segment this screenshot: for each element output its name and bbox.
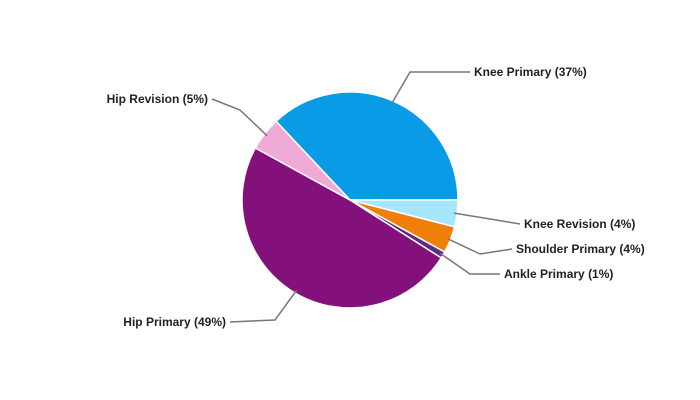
value-label: (37%) [555, 65, 587, 79]
category-label: Knee Revision [524, 217, 607, 231]
leader-line [211, 98, 268, 137]
value-label: (5%) [183, 92, 208, 106]
category-label: Knee Primary [474, 65, 552, 79]
data-label: Hip Primary (49%) [123, 315, 226, 329]
data-label: Knee Revision (4%) [524, 217, 635, 231]
leader-line [229, 289, 298, 323]
category-label: Hip Revision [107, 92, 180, 106]
value-label: (4%) [610, 217, 635, 231]
category-label: Shoulder Primary [516, 242, 616, 256]
data-label: Ankle Primary (1%) [504, 267, 613, 281]
leader-line [454, 212, 521, 225]
leader-line [391, 71, 470, 105]
value-label: (4%) [619, 242, 644, 256]
data-label: Hip Revision (5%) [107, 92, 208, 106]
value-label: (1%) [588, 267, 613, 281]
leader-line [439, 252, 500, 275]
leader-line [447, 237, 513, 255]
value-label: (49%) [194, 315, 226, 329]
category-label: Hip Primary [123, 315, 191, 329]
data-label: Shoulder Primary (4%) [516, 242, 645, 256]
data-label: Knee Primary (37%) [474, 65, 587, 79]
category-label: Ankle Primary [504, 267, 585, 281]
